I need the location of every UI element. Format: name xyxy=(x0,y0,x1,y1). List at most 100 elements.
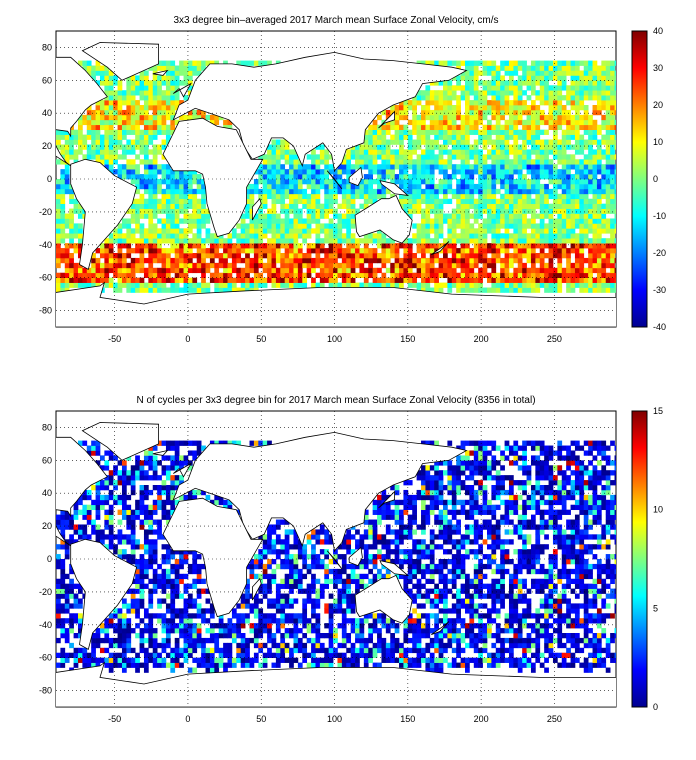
velocity-bin xyxy=(174,119,180,126)
velocity-bin xyxy=(113,105,118,111)
velocity-bin xyxy=(412,198,417,205)
cycle-count-bin xyxy=(412,642,417,649)
velocity-bin xyxy=(412,109,417,116)
velocity-bin xyxy=(315,238,321,244)
velocity-bin xyxy=(240,223,246,229)
velocity-bin xyxy=(249,193,255,200)
velocity-bin xyxy=(139,75,145,81)
velocity-bin xyxy=(504,228,510,234)
velocity-bin xyxy=(548,203,554,209)
velocity-bin xyxy=(355,193,360,200)
velocity-bin xyxy=(293,238,299,244)
velocity-bin xyxy=(535,114,541,121)
velocity-bin xyxy=(399,257,404,264)
velocity-bin xyxy=(596,208,602,214)
cycle-count-bin xyxy=(143,623,149,629)
velocity-bin xyxy=(605,228,611,234)
velocity-bin xyxy=(363,134,369,140)
y-axis-ticks: 80 60 40 20 0 -20 -40 -60 -80 xyxy=(39,42,52,315)
velocity-bin xyxy=(491,272,497,279)
velocity-bin xyxy=(460,213,466,219)
cycle-count-bin xyxy=(64,633,70,639)
cycle-count-bin xyxy=(486,623,492,629)
velocity-bin xyxy=(280,154,286,160)
velocity-bin xyxy=(596,277,602,283)
cycle-count-bin xyxy=(319,633,325,639)
velocity-bin xyxy=(126,248,132,254)
cycle-count-bin xyxy=(258,642,264,649)
velocity-bin xyxy=(456,139,461,145)
coastline xyxy=(172,51,468,172)
velocity-bin xyxy=(451,282,457,288)
velocity-bin xyxy=(605,134,611,140)
velocity-bin xyxy=(139,262,145,269)
velocity-bin xyxy=(341,159,347,165)
velocity-bin xyxy=(86,154,92,160)
velocity-bin xyxy=(412,253,417,259)
velocity-bin xyxy=(438,100,444,106)
velocity-bin xyxy=(579,213,585,219)
velocity-bin xyxy=(372,144,378,150)
cycle-count-bin xyxy=(482,623,488,629)
velocity-bin xyxy=(425,243,431,249)
velocity-bin xyxy=(86,105,92,111)
velocity-bin xyxy=(566,262,571,269)
velocity-bin xyxy=(425,238,431,244)
velocity-bin xyxy=(302,233,308,239)
velocity-bin xyxy=(108,253,114,259)
velocity-bin xyxy=(350,282,356,288)
velocity-bin xyxy=(583,139,589,145)
cycle-count-bin xyxy=(535,623,541,629)
cycle-count-bin xyxy=(113,662,118,668)
velocity-bin xyxy=(557,208,563,214)
velocity-bin xyxy=(161,109,167,116)
velocity-bin xyxy=(170,109,176,116)
velocity-bin xyxy=(359,188,365,195)
cycle-count-bin xyxy=(381,657,387,663)
velocity-bin xyxy=(60,169,66,175)
velocity-bin xyxy=(170,119,176,126)
velocity-bin xyxy=(421,129,426,135)
cycle-count-bin xyxy=(293,618,299,624)
velocity-bin xyxy=(271,223,277,229)
cycle-count-bin xyxy=(135,623,140,629)
velocity-bin xyxy=(183,233,189,239)
velocity-bin xyxy=(363,139,369,145)
velocity-bin xyxy=(429,90,435,96)
velocity-bin xyxy=(399,277,404,283)
velocity-bin xyxy=(113,228,118,234)
cycle-count-bin xyxy=(258,662,264,668)
velocity-bin xyxy=(482,203,488,209)
cycle-count-bin xyxy=(201,657,206,663)
velocity-bin xyxy=(469,198,475,205)
velocity-bin xyxy=(69,213,74,219)
velocity-bin xyxy=(170,262,176,269)
velocity-bin xyxy=(126,105,132,111)
velocity-bin xyxy=(183,267,189,274)
velocity-bin xyxy=(152,208,158,214)
velocity-bin xyxy=(130,203,136,209)
velocity-bin xyxy=(179,208,184,214)
velocity-bin xyxy=(135,287,140,293)
velocity-bin xyxy=(346,208,352,214)
velocity-bin xyxy=(570,119,576,126)
velocity-bin xyxy=(205,208,211,214)
velocity-bin xyxy=(359,267,365,274)
velocity-bin xyxy=(363,272,369,279)
cycle-count-bin xyxy=(275,662,281,668)
velocity-bin xyxy=(328,169,334,175)
cycle-count-bin xyxy=(372,647,378,654)
cycle-count-bin xyxy=(86,652,92,659)
velocity-bin xyxy=(610,183,615,190)
velocity-bin xyxy=(438,223,444,229)
velocity-bin xyxy=(372,119,378,126)
velocity-bin xyxy=(121,253,127,259)
velocity-bin xyxy=(60,213,66,219)
velocity-bin xyxy=(482,179,488,185)
velocity-bin xyxy=(91,144,96,150)
velocity-bin xyxy=(460,70,466,76)
velocity-bin xyxy=(135,129,140,135)
velocity-bin xyxy=(271,159,277,165)
velocity-bin xyxy=(157,129,162,135)
velocity-bin xyxy=(258,282,264,288)
